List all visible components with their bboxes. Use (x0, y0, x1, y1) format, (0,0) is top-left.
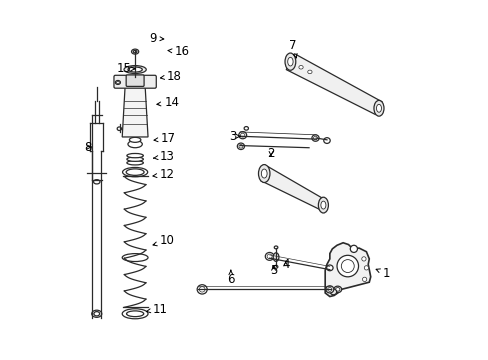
Ellipse shape (92, 310, 102, 318)
Text: 14: 14 (157, 96, 179, 109)
Ellipse shape (126, 157, 143, 161)
Ellipse shape (333, 286, 341, 293)
Ellipse shape (126, 169, 144, 175)
Ellipse shape (238, 132, 246, 139)
Ellipse shape (373, 100, 383, 116)
Polygon shape (122, 87, 148, 137)
FancyBboxPatch shape (126, 75, 144, 86)
Text: 15: 15 (117, 62, 135, 75)
Ellipse shape (287, 57, 292, 66)
Ellipse shape (307, 70, 311, 74)
Circle shape (341, 260, 353, 273)
Ellipse shape (126, 153, 143, 158)
Polygon shape (285, 54, 382, 114)
Text: 18: 18 (160, 69, 182, 82)
Ellipse shape (240, 133, 244, 137)
Text: 12: 12 (153, 168, 174, 181)
Polygon shape (260, 167, 325, 210)
Ellipse shape (239, 144, 243, 148)
Ellipse shape (237, 143, 244, 149)
Ellipse shape (115, 81, 120, 85)
Text: 7: 7 (288, 39, 297, 58)
Ellipse shape (325, 286, 333, 293)
Ellipse shape (122, 254, 148, 261)
Ellipse shape (116, 81, 119, 84)
Ellipse shape (265, 252, 273, 260)
Text: 16: 16 (168, 45, 189, 58)
Ellipse shape (124, 66, 146, 73)
Ellipse shape (199, 287, 204, 292)
Ellipse shape (318, 197, 328, 213)
Text: 6: 6 (226, 270, 234, 286)
Ellipse shape (117, 127, 121, 131)
Ellipse shape (122, 167, 147, 177)
Ellipse shape (126, 311, 143, 317)
Ellipse shape (126, 161, 143, 165)
Ellipse shape (273, 253, 278, 261)
Ellipse shape (94, 312, 100, 316)
Polygon shape (325, 243, 370, 297)
Text: 2: 2 (267, 147, 274, 159)
Ellipse shape (311, 135, 319, 141)
Ellipse shape (313, 136, 317, 140)
Text: 8: 8 (84, 140, 91, 153)
Ellipse shape (285, 53, 295, 70)
Ellipse shape (320, 201, 325, 209)
Ellipse shape (133, 50, 137, 53)
Ellipse shape (93, 180, 100, 184)
Ellipse shape (266, 254, 271, 259)
Text: 10: 10 (153, 234, 175, 247)
Text: 1: 1 (375, 267, 389, 280)
Circle shape (364, 266, 368, 270)
Ellipse shape (197, 285, 207, 294)
Ellipse shape (298, 66, 303, 69)
Ellipse shape (335, 288, 339, 291)
Circle shape (361, 257, 366, 261)
FancyBboxPatch shape (114, 75, 156, 88)
Circle shape (336, 255, 358, 277)
Ellipse shape (244, 127, 248, 130)
Text: 4: 4 (282, 258, 289, 271)
Ellipse shape (274, 265, 277, 268)
Ellipse shape (131, 49, 139, 54)
Text: 13: 13 (153, 150, 174, 163)
Text: 5: 5 (269, 264, 277, 277)
Ellipse shape (329, 289, 336, 295)
Ellipse shape (128, 67, 142, 72)
Ellipse shape (376, 104, 381, 112)
Ellipse shape (258, 165, 269, 183)
Ellipse shape (274, 246, 277, 249)
Ellipse shape (326, 265, 332, 271)
Circle shape (362, 277, 366, 282)
Ellipse shape (129, 137, 141, 142)
Ellipse shape (261, 169, 266, 178)
Ellipse shape (128, 140, 142, 148)
Text: 11: 11 (146, 303, 167, 316)
Ellipse shape (122, 309, 148, 319)
Circle shape (349, 245, 357, 252)
Ellipse shape (327, 287, 331, 291)
Text: 3: 3 (229, 130, 240, 143)
Text: 9: 9 (149, 32, 163, 45)
Ellipse shape (323, 138, 329, 143)
Text: 17: 17 (154, 132, 176, 145)
